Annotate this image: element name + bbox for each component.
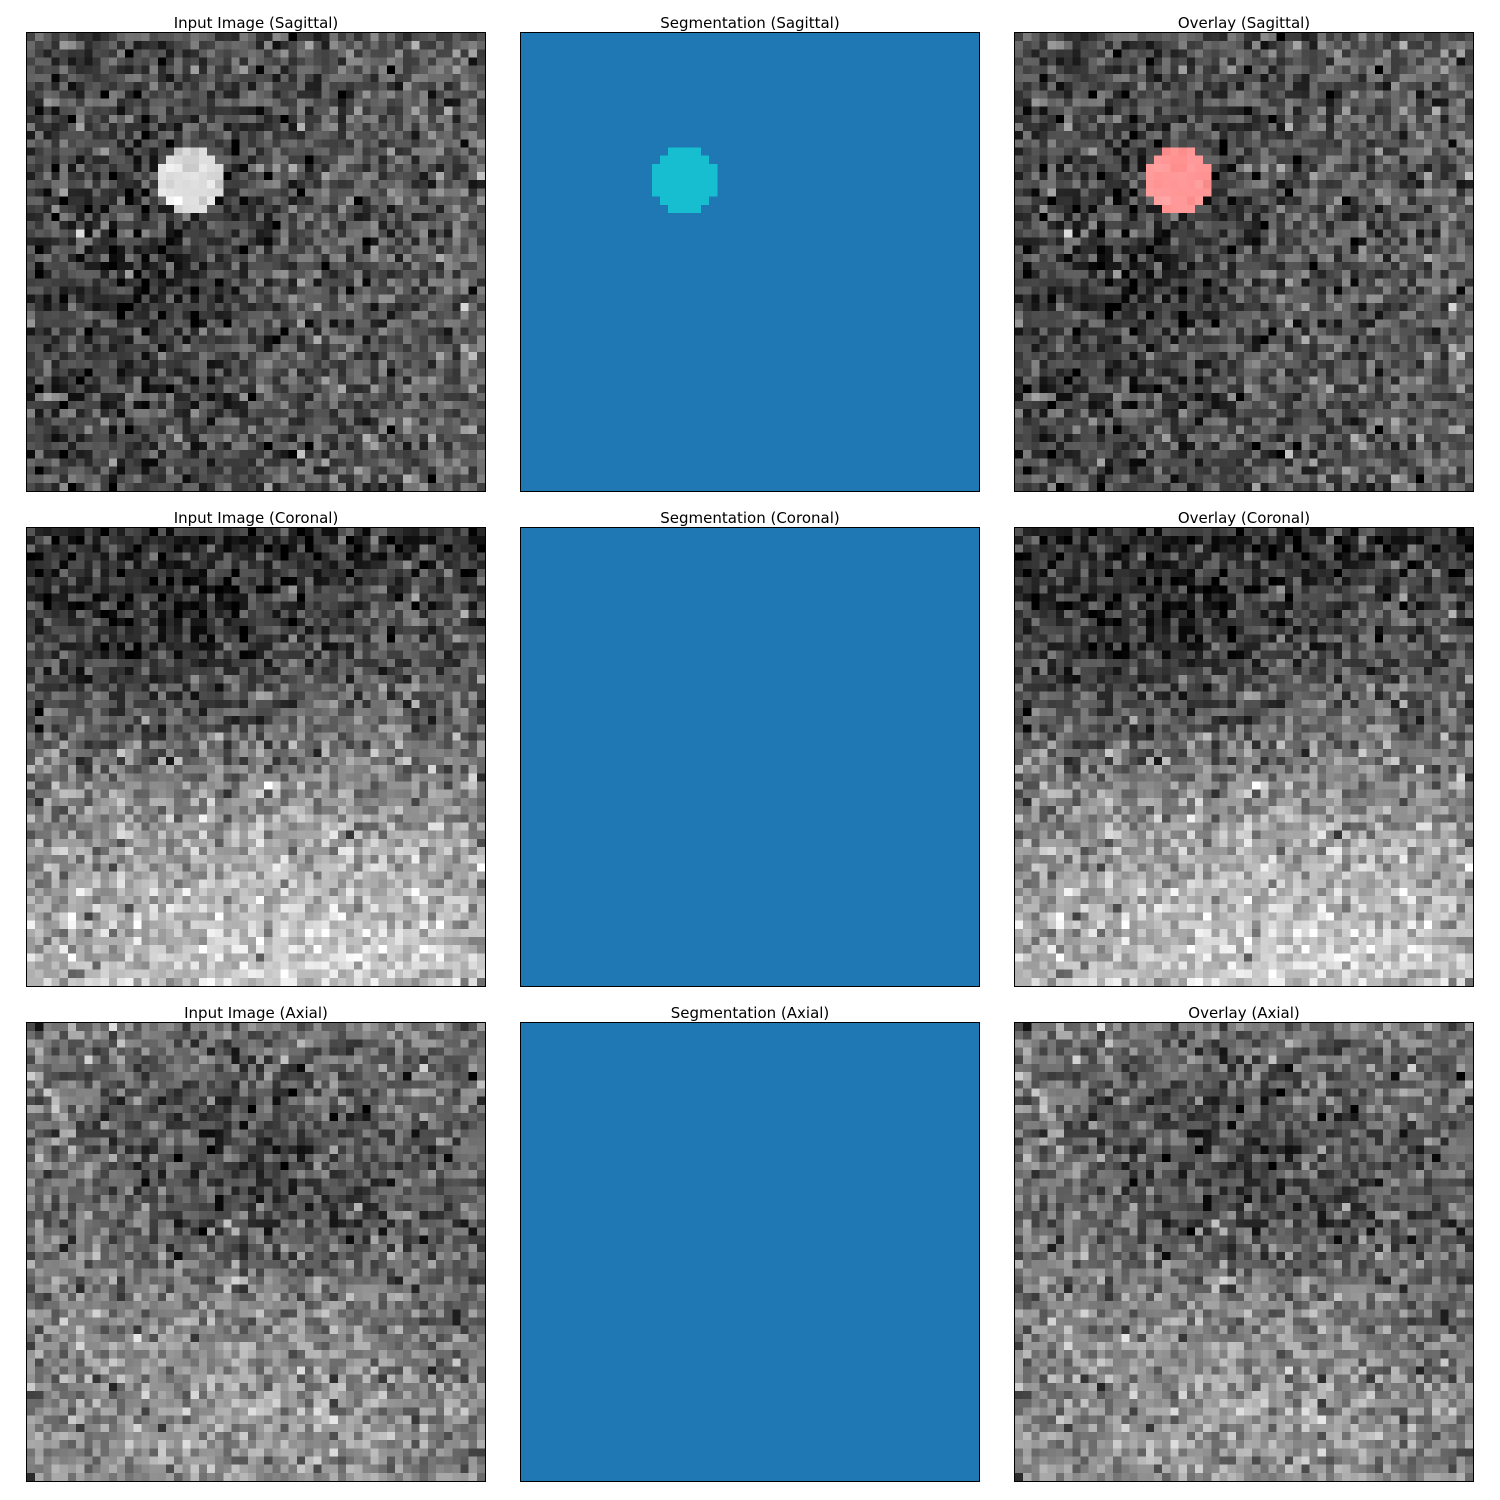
- overlay-image-coronal: [1015, 528, 1473, 986]
- image-frame: [520, 32, 980, 492]
- panel-input-axial: Input Image (Axial): [26, 1002, 486, 1482]
- panel-overlay-axial: Overlay (Axial): [1014, 1002, 1474, 1482]
- image-frame: [26, 1022, 486, 1482]
- image-frame: [520, 1022, 980, 1482]
- image-frame: [1014, 527, 1474, 987]
- overlay-image-axial: [1015, 1023, 1473, 1481]
- panel-input-sagittal: Input Image (Sagittal): [26, 12, 486, 492]
- image-frame: [26, 32, 486, 492]
- input-image-sagittal: [27, 33, 485, 491]
- panel-segmentation-sagittal: Segmentation (Sagittal): [520, 12, 980, 492]
- image-frame: [520, 527, 980, 987]
- panel-segmentation-coronal: Segmentation (Coronal): [520, 507, 980, 987]
- panel-title: Input Image (Coronal): [173, 509, 339, 527]
- panel-title: Overlay (Sagittal): [1177, 14, 1311, 32]
- panel-overlay-coronal: Overlay (Coronal): [1014, 507, 1474, 987]
- panel-title: Segmentation (Coronal): [660, 509, 840, 527]
- panel-title: Input Image (Axial): [184, 1004, 328, 1022]
- image-frame: [26, 527, 486, 987]
- overlay-image-sagittal: [1015, 33, 1473, 491]
- input-image-axial: [27, 1023, 485, 1481]
- panel-title: Overlay (Coronal): [1177, 509, 1311, 527]
- panel-overlay-sagittal: Overlay (Sagittal): [1014, 12, 1474, 492]
- segmentation-mask-coronal: [521, 528, 979, 986]
- panel-title: Input Image (Sagittal): [173, 14, 339, 32]
- input-image-coronal: [27, 528, 485, 986]
- segmentation-mask-sagittal: [521, 33, 979, 491]
- image-frame: [1014, 1022, 1474, 1482]
- image-frame: [1014, 32, 1474, 492]
- panel-input-coronal: Input Image (Coronal): [26, 507, 486, 987]
- panel-title: Overlay (Axial): [1188, 1004, 1300, 1022]
- panel-segmentation-axial: Segmentation (Axial): [520, 1002, 980, 1482]
- panel-title: Segmentation (Axial): [670, 1004, 830, 1022]
- panel-title: Segmentation (Sagittal): [660, 14, 840, 32]
- segmentation-mask-axial: [521, 1023, 979, 1481]
